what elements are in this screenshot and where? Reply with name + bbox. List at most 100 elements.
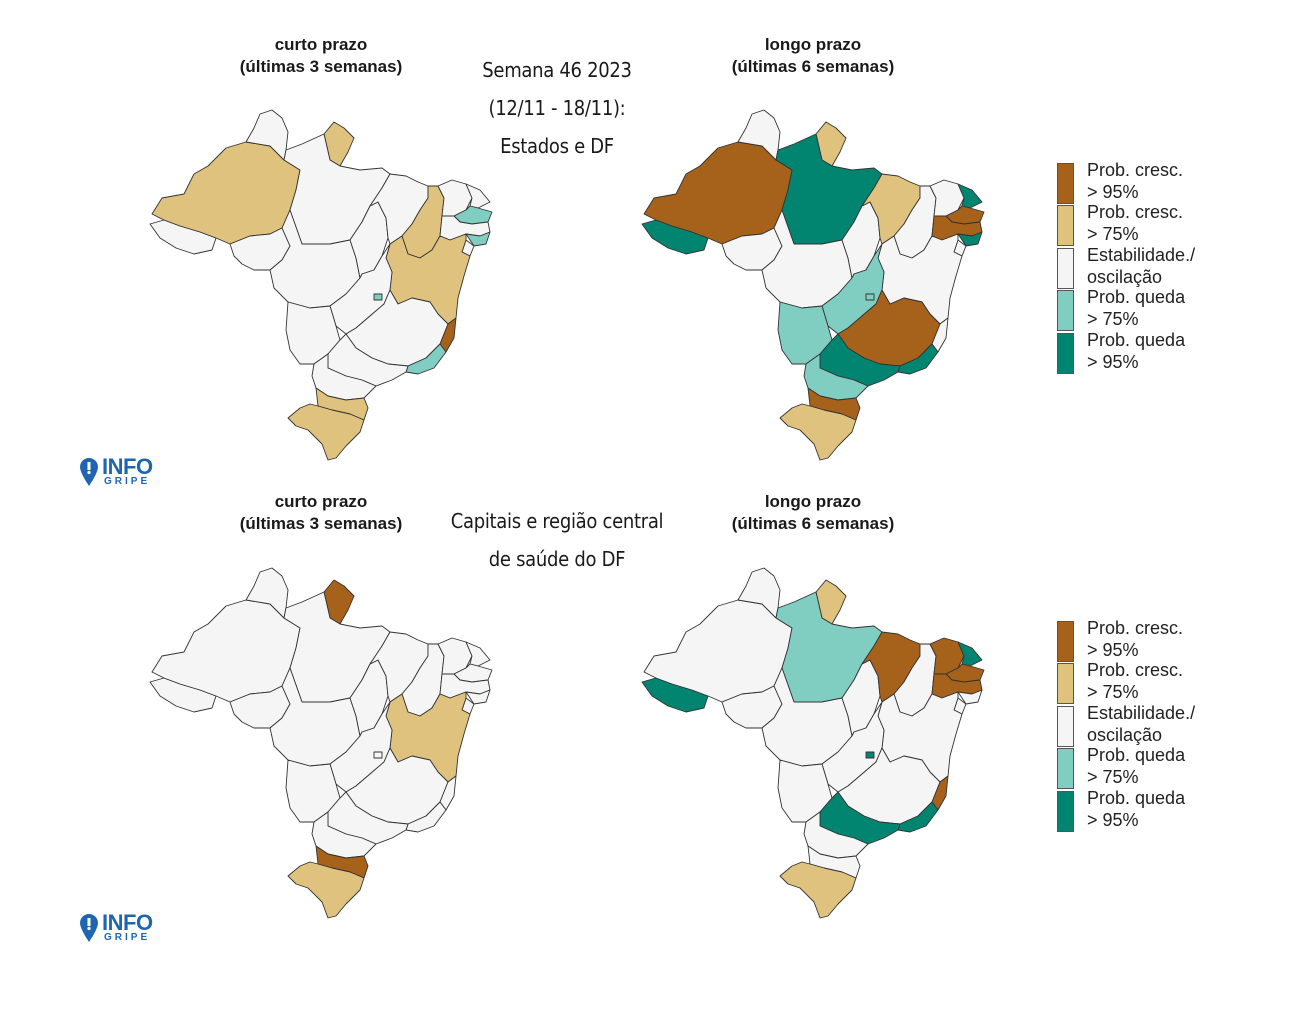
- legend-swatch: [1057, 748, 1074, 790]
- panel-title-line2: (últimas 3 semanas): [239, 57, 403, 76]
- legend-label-line1: Prob. queda: [1087, 287, 1186, 308]
- legend-swatch: [1057, 247, 1074, 289]
- panel-title-capitals-short: curto prazo (últimas 3 semanas): [161, 491, 481, 535]
- state-pr: [803, 811, 869, 859]
- panel-title-states-short: curto prazo (últimas 3 semanas): [161, 34, 481, 78]
- legend-label-line2: > 95%: [1087, 182, 1139, 202]
- legend-top: Prob. cresc. > 95% Prob. cresc. > 75% Esta…: [1057, 160, 1247, 375]
- legend-item-grow95: Prob. cresc. > 95%: [1057, 160, 1247, 205]
- state-rj: [897, 343, 939, 375]
- location-pin-icon: [80, 458, 98, 486]
- state-rj: [897, 801, 939, 833]
- panel-title-line1: longo prazo: [764, 35, 862, 54]
- logo-text-gripe: GRIPE: [104, 932, 151, 943]
- brazil-map-svg: [149, 567, 493, 919]
- legend-item-fall95: Prob. queda > 95%: [1057, 788, 1247, 833]
- map-capitals-short: [149, 566, 502, 922]
- state-rr: [245, 109, 289, 161]
- map-states-long: [641, 108, 994, 464]
- week-heading: Semana 46 2023 (12/11 - 18/11): Estados …: [437, 51, 677, 165]
- state-rs: [287, 403, 365, 461]
- legend-item-fall75: Prob. queda > 75%: [1057, 745, 1247, 790]
- legend-label-line2: > 95%: [1087, 809, 1139, 830]
- logo-text-gripe: GRIPE: [104, 476, 151, 487]
- state-rj: [405, 343, 447, 375]
- legend-item-stable: Estabilidade./oscilação: [1057, 703, 1247, 748]
- legend-swatch: [1057, 163, 1074, 204]
- panel-title-line2: (últimas 6 semanas): [731, 514, 895, 533]
- state-es: [439, 317, 457, 353]
- legend-swatch: [1057, 205, 1074, 247]
- capitals-heading: Capitais e região central de saúde do DF: [427, 502, 687, 578]
- state-al: [465, 231, 491, 247]
- state-es: [931, 775, 949, 811]
- state-es: [439, 775, 457, 811]
- legend-label-line2: > 75%: [1087, 224, 1139, 245]
- legend-item-stable: Estabilidade./oscilação: [1057, 245, 1247, 290]
- state-rs: [779, 861, 857, 919]
- panel-title-states-long: longo prazo (últimas 6 semanas): [653, 34, 973, 78]
- state-rr: [737, 567, 781, 619]
- brazil-map-svg: [149, 109, 493, 461]
- panel-title-line2: (últimas 6 semanas): [731, 57, 895, 76]
- week-line-3: Estados e DF: [500, 134, 614, 158]
- legend-item-grow75: Prob. cresc. > 75%: [1057, 202, 1247, 247]
- location-pin-icon: [80, 914, 98, 942]
- state-pr: [803, 353, 869, 401]
- panel-title-line2: (últimas 3 semanas): [239, 514, 403, 533]
- state-pr: [311, 353, 377, 401]
- legend-swatch: [1057, 621, 1074, 662]
- legend-label: Prob. cresc. > 75%: [1087, 201, 1183, 245]
- legend-label-line1: Prob. queda: [1087, 745, 1186, 766]
- panel-title-line1: curto prazo: [274, 492, 368, 511]
- legend-label-line1: Estabilidade./: [1087, 702, 1196, 723]
- legend-swatch: [1057, 790, 1074, 832]
- brazil-map-svg: [641, 109, 985, 461]
- brazil-map-svg: [641, 567, 985, 919]
- legend-item-grow75: Prob. cresc. > 75%: [1057, 660, 1247, 705]
- legend-label-line1: Prob. cresc.: [1087, 618, 1184, 638]
- state-rr: [737, 109, 781, 161]
- legend-label-line1: Prob. cresc.: [1087, 202, 1184, 223]
- legend-label: Estabilidade./oscilação: [1087, 702, 1195, 746]
- legend-label-line2: > 75%: [1087, 309, 1139, 330]
- panel-title-line1: longo prazo: [764, 492, 862, 511]
- state-pr: [311, 811, 377, 859]
- legend-label-line1: Prob. cresc.: [1087, 660, 1184, 681]
- state-rr: [245, 567, 289, 619]
- legend-item-grow95: Prob. cresc. > 95%: [1057, 618, 1247, 663]
- state-df: [865, 293, 875, 301]
- state-rs: [287, 861, 365, 919]
- week-line-1: Semana 46 2023: [482, 58, 632, 82]
- panel-title-capitals-long: longo prazo (últimas 6 semanas): [653, 491, 973, 535]
- state-al: [957, 689, 983, 705]
- state-df: [865, 751, 875, 759]
- legend-label-line2: > 95%: [1087, 640, 1139, 660]
- legend-label-line1: Estabilidade./: [1087, 244, 1196, 265]
- legend-label-line2: > 75%: [1087, 682, 1139, 703]
- capitals-line-2: de saúde do DF: [488, 547, 626, 571]
- legend-label: Estabilidade./oscilação: [1087, 244, 1195, 288]
- map-capitals-long: [641, 566, 994, 922]
- map-states-short: [149, 108, 502, 464]
- legend-label: Prob. cresc. > 95%: [1087, 617, 1183, 661]
- state-df: [373, 751, 383, 759]
- logo-text-info: INFO: [102, 910, 153, 935]
- legend-swatch: [1057, 332, 1074, 374]
- legend-label: Prob. cresc. > 75%: [1087, 659, 1183, 703]
- legend-label: Prob. queda > 95%: [1087, 787, 1185, 831]
- state-rs: [779, 403, 857, 461]
- infogripe-logo-bottom: INFO GRIPE: [80, 912, 170, 946]
- state-rj: [405, 801, 447, 833]
- legend-label: Prob. queda > 95%: [1087, 329, 1185, 373]
- legend-swatch: [1057, 290, 1074, 332]
- logo-text-info: INFO: [102, 454, 153, 479]
- legend-label-line2: oscilação: [1087, 724, 1163, 745]
- state-df: [373, 293, 383, 301]
- legend-label-line1: Prob. cresc.: [1087, 160, 1184, 180]
- legend-label: Prob. queda > 75%: [1087, 744, 1185, 788]
- panel-title-line1: curto prazo: [274, 35, 368, 54]
- legend-label-line2: > 75%: [1087, 767, 1139, 788]
- infogripe-logo-top: INFO GRIPE: [80, 456, 170, 490]
- capitals-line-1: Capitais e região central: [450, 509, 664, 533]
